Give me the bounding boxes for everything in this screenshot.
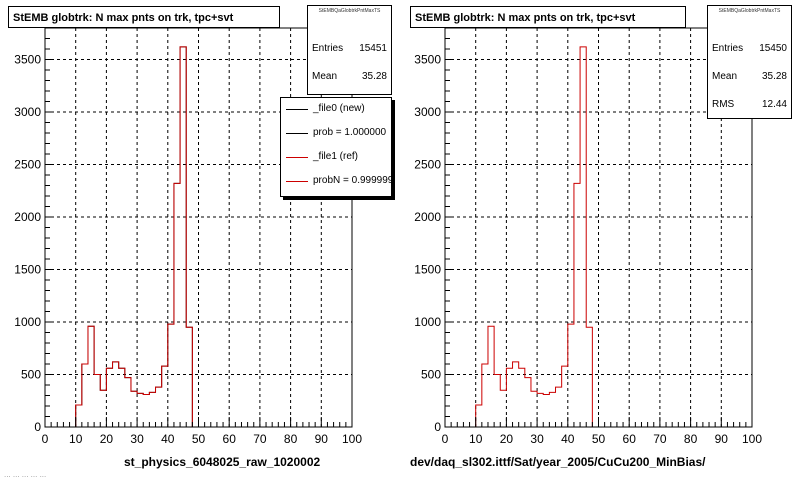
y-tick-label: 0 xyxy=(434,420,441,434)
stats-entries-row: Entries 15450 xyxy=(712,42,787,56)
stats-rms-label: RMS xyxy=(712,99,735,110)
histogram-series-0 xyxy=(445,46,605,428)
right-panel: 0 10 20 30 40 50 60 70 80 90 100 0 500 1000 1500 2000 25… xyxy=(400,0,800,480)
x-tick-label: 70 xyxy=(253,432,267,446)
x-tick-label: 40 xyxy=(161,432,175,446)
x-tick-label: 0 xyxy=(442,432,449,446)
x-tick-label: 100 xyxy=(742,432,762,446)
legend-label-prob: prob = 1.000000 xyxy=(313,127,387,138)
stats-mean-value: 35.28 xyxy=(761,71,787,82)
footnote: ... ... ... ... ... xyxy=(4,470,47,479)
x-tick-label: 40 xyxy=(561,432,575,446)
left-panel: 0 10 20 30 40 50 60 70 80 90 100 0 500 1000 1500 2000 25… xyxy=(8,5,392,469)
x-tick-label: 60 xyxy=(223,432,237,446)
x-tick-label: 50 xyxy=(192,432,206,446)
stats-mean-value: 35.28 xyxy=(361,71,387,82)
stats-entries-row: Entries 15451 xyxy=(312,42,387,56)
right-stats-box: StEMBQaGlobtrkPntMaxTS Entries 15450 Mea… xyxy=(707,5,792,119)
y-tick-label: 0 xyxy=(34,420,41,434)
legend-item-ref: _file1 (ref) xyxy=(281,150,391,164)
x-tick-label: 100 xyxy=(342,432,362,446)
stats-name: StEMBQaGlobtrkPntMaxTS xyxy=(718,8,781,14)
left-legend: _file0 (new) prob = 1.000000 _file1 (ref… xyxy=(280,97,392,197)
right-x-axis-title: dev/daq_sl302.ittf/Sat/year_2005/CuCu200… xyxy=(410,455,706,469)
stats-entries-label: Entries xyxy=(712,43,744,54)
x-tick-label: 90 xyxy=(715,432,729,446)
legend-item-prob: prob = 1.000000 xyxy=(281,126,391,140)
x-tick-label: 70 xyxy=(653,432,667,446)
stats-mean-row: Mean 35.28 xyxy=(712,70,787,84)
y-tick-label: 3000 xyxy=(14,105,41,119)
x-tick-label: 20 xyxy=(500,432,514,446)
legend-line-ref xyxy=(286,157,308,158)
right-chart-title: StEMB globtrk: N max pnts on trk, tpc+sv… xyxy=(410,6,686,28)
y-tick-label: 1500 xyxy=(14,263,41,277)
x-tick-label: 20 xyxy=(100,432,114,446)
legend-line-prob xyxy=(286,133,308,134)
stats-mean-label: Mean xyxy=(712,71,738,82)
y-tick-label: 500 xyxy=(21,368,41,382)
legend-line-new xyxy=(286,109,308,110)
stats-rms-value: 12.44 xyxy=(761,99,787,110)
x-tick-label: 30 xyxy=(130,432,144,446)
left-x-axis-title: st_physics_6048025_raw_1020002 xyxy=(124,455,321,469)
stats-entries-value: 15451 xyxy=(359,43,387,54)
legend-label-new: _file0 (new) xyxy=(313,103,365,114)
y-tick-label: 1000 xyxy=(14,315,41,329)
y-tick-label: 2000 xyxy=(414,210,441,224)
y-tick-label: 3500 xyxy=(14,53,41,67)
y-tick-label: 500 xyxy=(421,368,441,382)
x-tick-label: 50 xyxy=(592,432,606,446)
legend-label-ref: _file1 (ref) xyxy=(313,151,359,162)
y-tick-label: 1000 xyxy=(414,315,441,329)
x-tick-label: 60 xyxy=(623,432,637,446)
y-tick-label: 2000 xyxy=(14,210,41,224)
left-chart-title: StEMB globtrk: N max pnts on trk, tpc+sv… xyxy=(8,6,280,28)
y-tick-label: 1500 xyxy=(414,263,441,277)
histogram-series-1 xyxy=(45,46,205,428)
x-tick-label: 10 xyxy=(469,432,483,446)
y-tick-label: 3500 xyxy=(414,53,441,67)
stats-mean-label: Mean xyxy=(312,71,338,82)
stats-entries-label: Entries xyxy=(312,43,344,54)
x-tick-label: 10 xyxy=(69,432,83,446)
x-tick-label: 30 xyxy=(530,432,544,446)
legend-label-probN: probN = 0.999999 xyxy=(313,175,392,186)
legend-item-probN: probN = 0.999999 xyxy=(281,174,391,188)
x-tick-label: 0 xyxy=(42,432,49,446)
x-tick-label: 80 xyxy=(684,432,698,446)
y-tick-label: 2500 xyxy=(414,158,441,172)
y-tick-label: 2500 xyxy=(14,158,41,172)
stats-name: StEMBQaGlobtrkPntMaxTS xyxy=(318,8,381,14)
stats-entries-value: 15450 xyxy=(759,43,787,54)
left-plot: 0 10 20 30 40 50 60 70 80 90 100050010001500200025… xyxy=(14,27,362,446)
right-plot: 0 10 20 30 40 50 60 70 80 90 100050010001500200025… xyxy=(414,27,762,446)
left-stats-box: StEMBQaGlobtrkPntMaxTS Entries 15451 Mea… xyxy=(307,5,392,95)
legend-line-probN xyxy=(286,181,308,182)
stats-mean-row: Mean 35.28 xyxy=(312,70,387,84)
legend-item-new: _file0 (new) xyxy=(281,102,391,116)
stats-rms-row: RMS 12.44 xyxy=(712,98,787,112)
x-tick-label: 80 xyxy=(284,432,298,446)
y-tick-label: 3000 xyxy=(414,105,441,119)
x-tick-label: 90 xyxy=(315,432,329,446)
